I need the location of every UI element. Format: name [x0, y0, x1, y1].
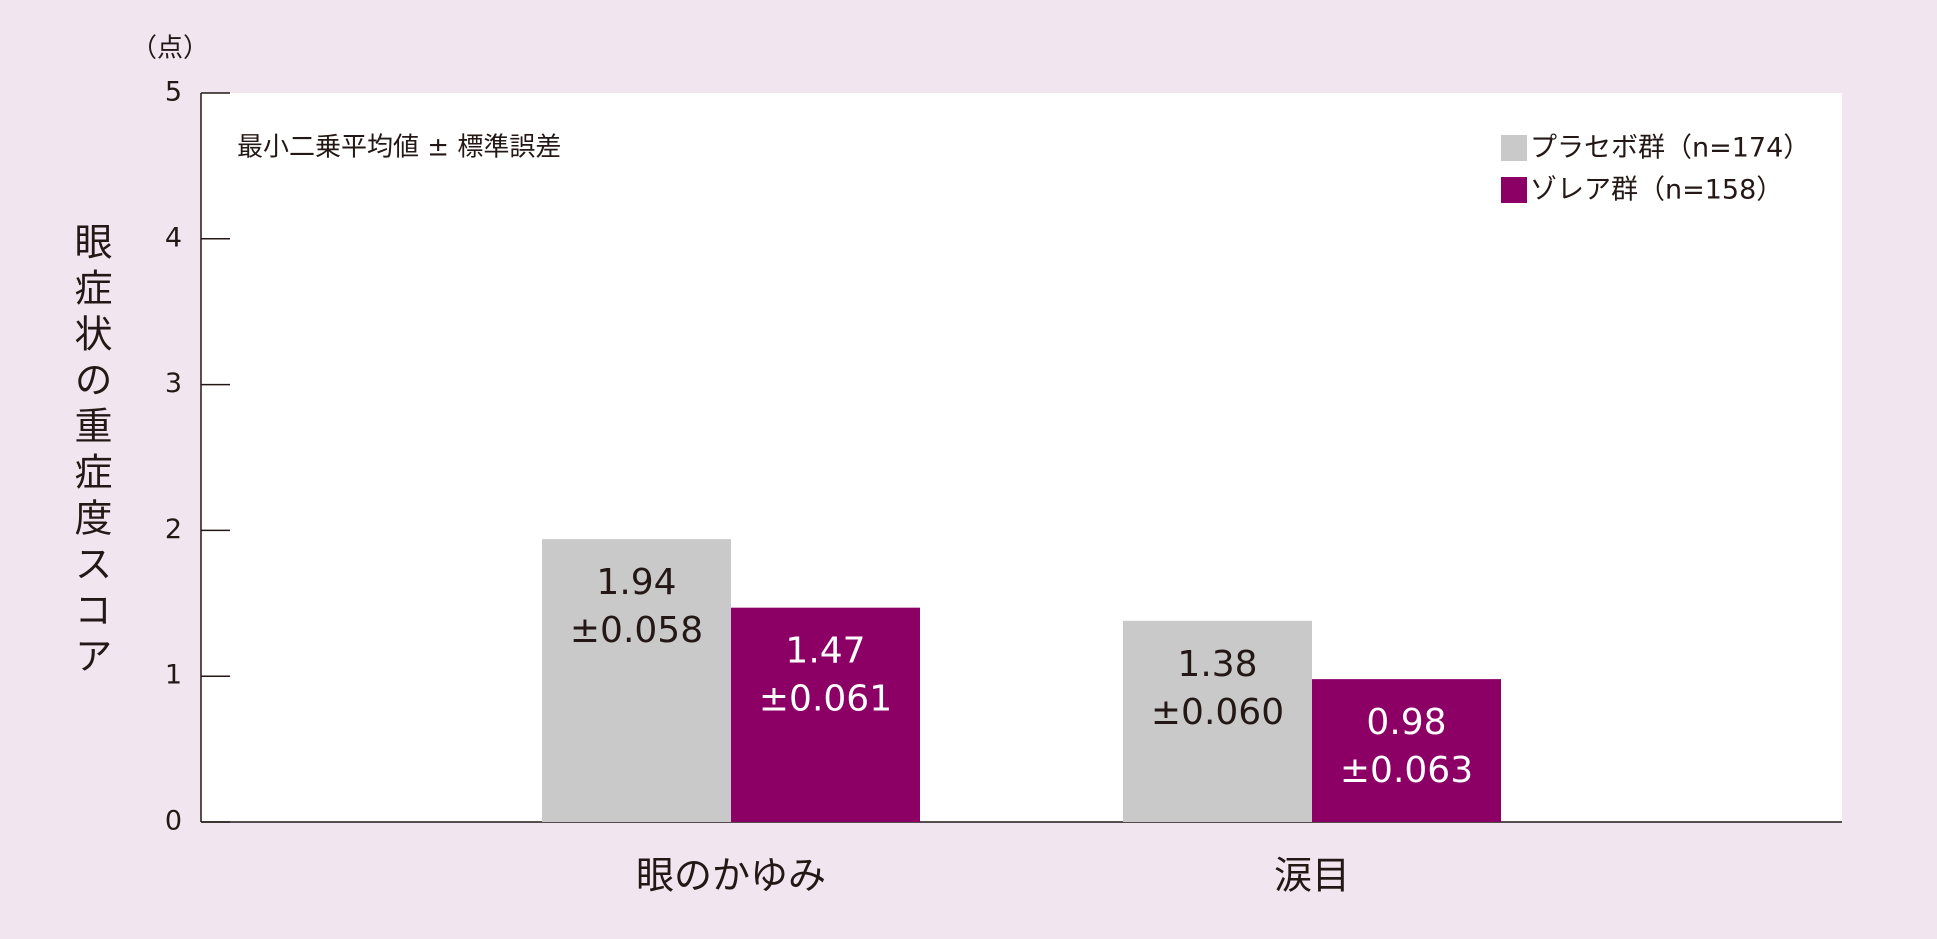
y-tick-label: 5	[165, 77, 182, 108]
error-label: ±0.063	[1340, 750, 1473, 791]
value-label: 1.47	[785, 631, 865, 672]
bar	[1123, 620, 1312, 822]
bar	[731, 607, 920, 822]
x-tick-label: 眼のかゆみ	[636, 854, 826, 898]
y-tick-label: 3	[165, 368, 182, 399]
value-label: 1.38	[1177, 644, 1257, 685]
x-tick-label: 涙目	[1274, 854, 1350, 898]
error-label: ±0.061	[759, 679, 892, 720]
note: 最小二乗平均値 ± 標準誤差	[237, 133, 561, 163]
legend-swatch	[1501, 177, 1527, 203]
value-label: 1.94	[596, 562, 676, 603]
plot-area	[201, 93, 1842, 822]
y-tick-label: 2	[165, 514, 182, 545]
legend-swatch	[1501, 135, 1527, 161]
error-label: ±0.058	[570, 610, 703, 651]
y-axis-title: 眼症状の重症度スコア	[68, 222, 112, 682]
legend-label: ゾレア群（n=158）	[1530, 175, 1783, 206]
error-label: ±0.060	[1151, 692, 1284, 733]
y-tick-label: 1	[165, 660, 182, 691]
bar	[542, 539, 731, 822]
y-tick-label: 4	[165, 222, 182, 253]
y-unit: （点）	[131, 34, 209, 64]
y-tick-label: 0	[165, 806, 182, 837]
value-label: 0.98	[1366, 702, 1446, 743]
bar	[1312, 679, 1501, 822]
legend-label: プラセボ群（n=174）	[1530, 133, 1810, 164]
